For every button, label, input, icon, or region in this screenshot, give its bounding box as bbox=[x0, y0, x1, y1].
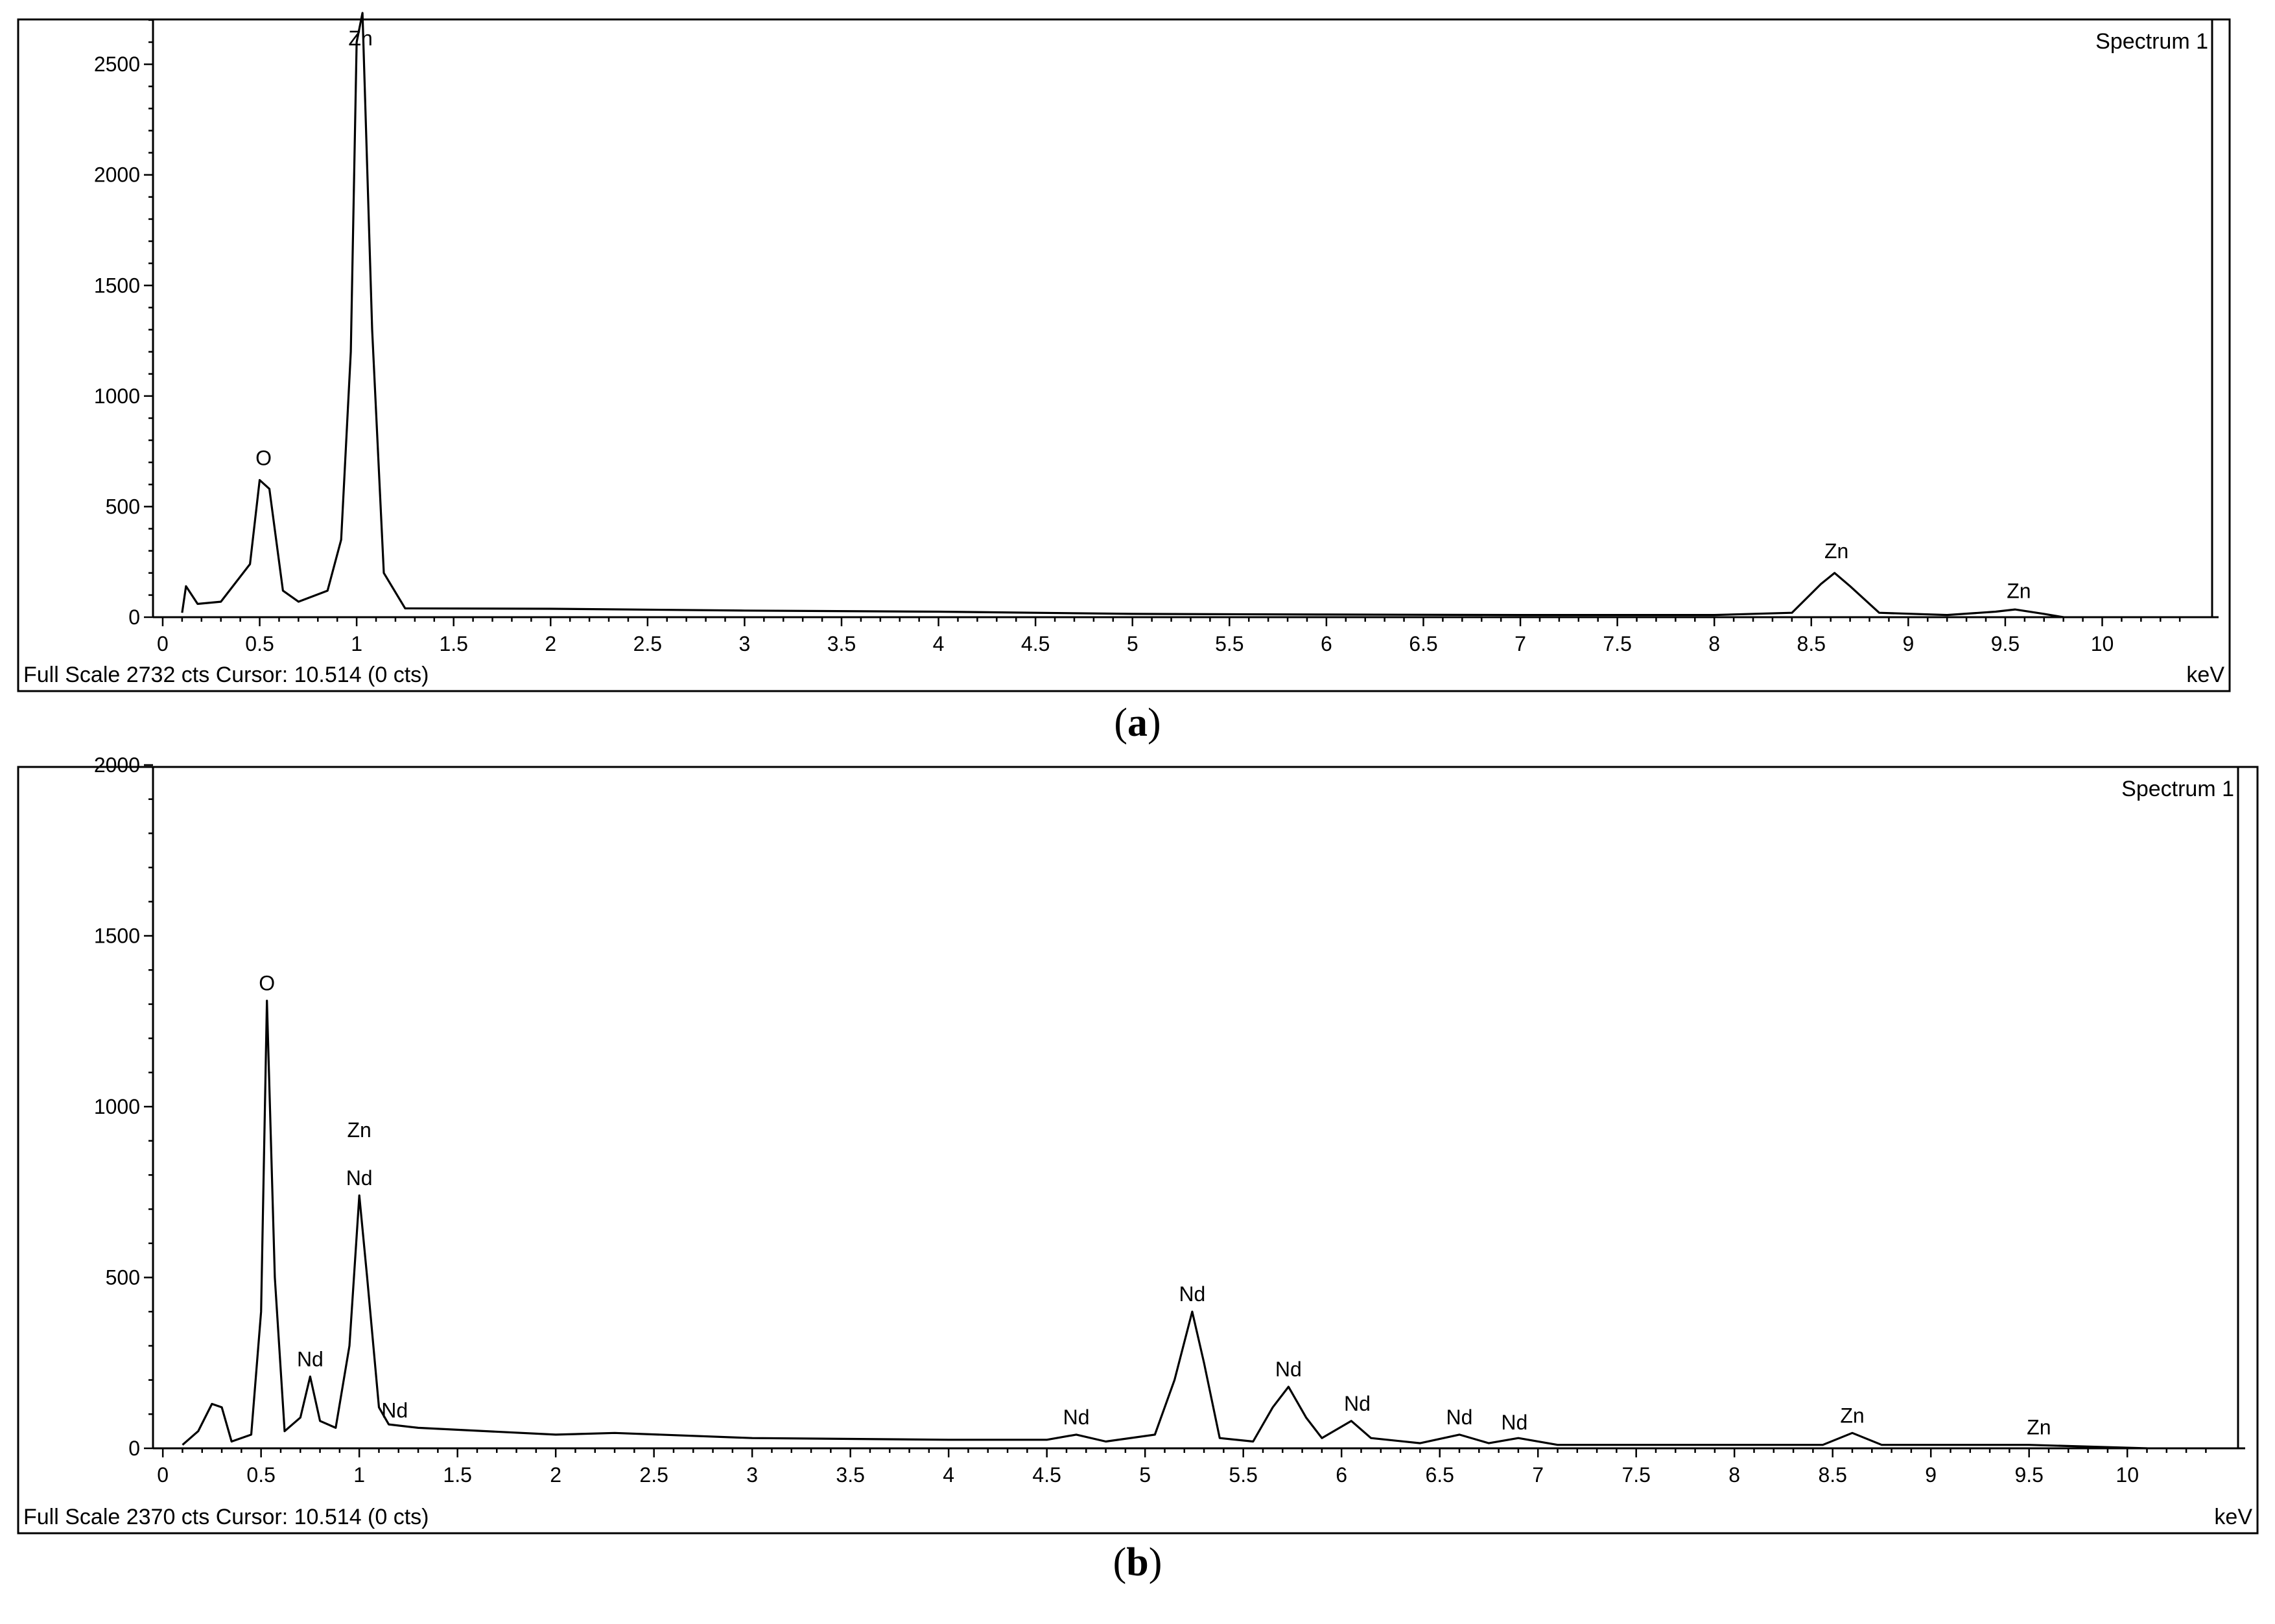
x-tick-label: 10 bbox=[2116, 1463, 2139, 1487]
x-tick-label: 2 bbox=[545, 632, 556, 655]
x-tick-label: 4 bbox=[933, 632, 945, 655]
x-unit-label: keV bbox=[2214, 1505, 2252, 1529]
x-tick-label: 7 bbox=[1515, 632, 1526, 655]
y-tick-label: 2500 bbox=[94, 53, 140, 76]
peak-label-nd: Nd bbox=[1344, 1392, 1371, 1415]
x-tick-label: 8 bbox=[1728, 1463, 1740, 1487]
peak-label-zn: Zn bbox=[347, 1118, 371, 1142]
peak-label-o: O bbox=[259, 972, 275, 995]
x-tick-label: 7.5 bbox=[1603, 632, 1631, 655]
peak-label-nd: Nd bbox=[1179, 1282, 1205, 1306]
peak-label-nd: Nd bbox=[1446, 1406, 1473, 1429]
x-tick-label: 10 bbox=[2091, 632, 2114, 655]
y-tick-label: 1500 bbox=[94, 924, 140, 947]
y-tick-label: 1500 bbox=[94, 274, 140, 297]
y-tick-label: 2000 bbox=[94, 753, 140, 777]
x-tick-label: 6 bbox=[1321, 632, 1332, 655]
y-tick-label: 2000 bbox=[94, 163, 140, 187]
x-tick-label: 5 bbox=[1127, 632, 1138, 655]
spectrum-panel-a: 0 500 1000 1500 2000 2500 0 0.5 1 1.5 2 2.5 3 3.5 4 4.5… bbox=[0, 0, 2275, 765]
x-tick-label: 2.5 bbox=[639, 1463, 668, 1487]
caption-b: (b) bbox=[1113, 1540, 1162, 1584]
x-tick-label: 5 bbox=[1139, 1463, 1151, 1487]
x-tick-label: 1.5 bbox=[439, 632, 467, 655]
x-unit-label: keV bbox=[2186, 663, 2224, 687]
x-tick-label: 3 bbox=[739, 632, 751, 655]
chart-frame bbox=[17, 766, 2259, 1535]
x-tick-label: 9.5 bbox=[2014, 1463, 2043, 1487]
x-tick-label: 6 bbox=[1336, 1463, 1347, 1487]
spectrum-line bbox=[182, 1000, 2147, 1450]
x-tick-label: 3.5 bbox=[836, 1463, 864, 1487]
peak-label-zn: Zn bbox=[348, 27, 372, 50]
x-tick-label: 5.5 bbox=[1215, 632, 1244, 655]
status-text: Full Scale 2370 cts Cursor: 10.514 (0 ct… bbox=[23, 1505, 429, 1529]
x-tick-label: 0.5 bbox=[245, 632, 274, 655]
x-tick-label: 3 bbox=[746, 1463, 758, 1487]
x-tick-label: 2.5 bbox=[633, 632, 662, 655]
y-tick-label: 1000 bbox=[94, 1095, 140, 1118]
y-tick-label: 500 bbox=[106, 1265, 140, 1289]
caption-b-letter: b bbox=[1126, 1540, 1149, 1584]
x-tick-label: 7.5 bbox=[1621, 1463, 1650, 1487]
peak-label-zn: Zn bbox=[1840, 1404, 1864, 1427]
peak-label-zn: Zn bbox=[2027, 1416, 2051, 1439]
x-tick-label: 7 bbox=[1532, 1463, 1544, 1487]
status-text: Full Scale 2732 cts Cursor: 10.514 (0 ct… bbox=[23, 663, 429, 687]
x-tick-label: 8.5 bbox=[1797, 632, 1826, 655]
peak-label-zn: Zn bbox=[1824, 539, 1848, 563]
caption-a-letter: a bbox=[1127, 701, 1148, 745]
x-tick-label: 9 bbox=[1925, 1463, 1937, 1487]
x-tick-label: 9 bbox=[1902, 632, 1914, 655]
x-tick-label: 1 bbox=[351, 632, 362, 655]
x-tick-label: 4.5 bbox=[1021, 632, 1050, 655]
peak-label-zn: Zn bbox=[2007, 579, 2031, 602]
x-tick-label: 1.5 bbox=[443, 1463, 471, 1487]
x-tick-label: 6.5 bbox=[1425, 1463, 1454, 1487]
peak-label-nd: Nd bbox=[1275, 1358, 1302, 1381]
peak-label-o: O bbox=[255, 447, 272, 470]
x-tick-label: 9.5 bbox=[1991, 632, 2020, 655]
spectrum-chart-a: 0 500 1000 1500 2000 2500 0 0.5 1 1.5 2 2.5 3 3.5 4 4.5… bbox=[17, 12, 2231, 692]
x-tick-label: 1 bbox=[353, 1463, 365, 1487]
peak-label-nd: Nd bbox=[1063, 1406, 1090, 1429]
y-tick-label: 1000 bbox=[94, 384, 140, 408]
peak-label-nd: Nd bbox=[346, 1166, 373, 1190]
peak-label-nd: Nd bbox=[381, 1398, 408, 1422]
x-tick-label: 8.5 bbox=[1818, 1463, 1846, 1487]
peak-label-nd: Nd bbox=[297, 1347, 324, 1371]
caption-a: (a) bbox=[1114, 701, 1161, 745]
x-tick-label: 6.5 bbox=[1409, 632, 1437, 655]
spectrum-line bbox=[181, 12, 2064, 618]
x-tick-label: 2 bbox=[550, 1463, 561, 1487]
x-tick-label: 4.5 bbox=[1032, 1463, 1061, 1487]
x-tick-label: 0.5 bbox=[246, 1463, 275, 1487]
x-tick-label: 0 bbox=[157, 1463, 169, 1487]
y-tick-label: 500 bbox=[106, 495, 140, 518]
x-tick-label: 0 bbox=[157, 632, 169, 655]
y-tick-label: 0 bbox=[128, 1437, 140, 1460]
x-tick-label: 8 bbox=[1708, 632, 1720, 655]
spectrum-label: Spectrum 1 bbox=[2121, 777, 2234, 801]
peak-label-nd: Nd bbox=[1501, 1411, 1527, 1434]
spectrum-label: Spectrum 1 bbox=[2095, 29, 2208, 54]
x-tick-label: 3.5 bbox=[827, 632, 856, 655]
y-tick-label: 0 bbox=[128, 606, 140, 629]
spectrum-chart-b: 0 500 1000 1500 2000 0 0.5 1 1.5 2 2.5 3 3.5 4 4.5 5 5.5… bbox=[17, 753, 2259, 1535]
x-tick-label: 4 bbox=[943, 1463, 954, 1487]
spectrum-panel-b: 0 500 1000 1500 2000 0 0.5 1 1.5 2 2.5 3 3.5 4 4.5 5 5.5… bbox=[0, 746, 2275, 1624]
x-tick-label: 5.5 bbox=[1229, 1463, 1257, 1487]
